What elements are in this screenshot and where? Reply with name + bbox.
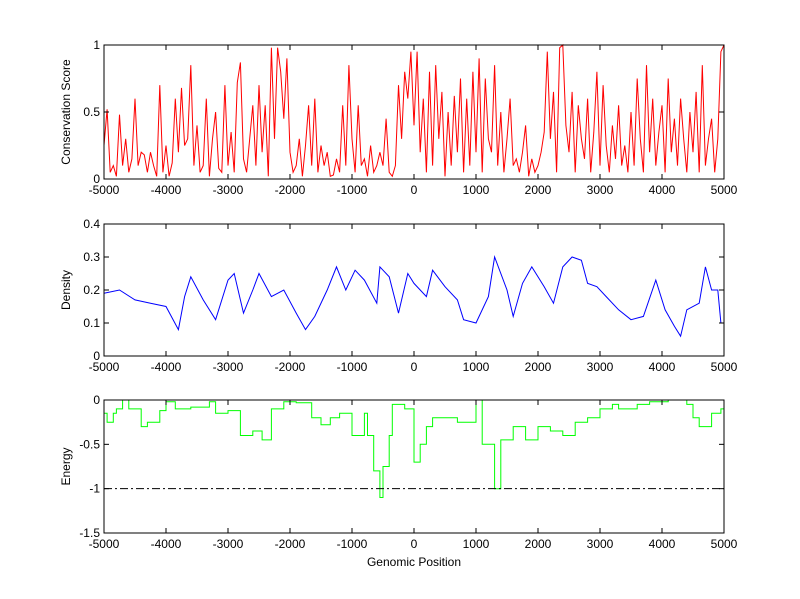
y-tick-label: 1	[93, 38, 100, 52]
y-tick-label: 0.3	[83, 250, 100, 264]
y-tick-label: -1.5	[79, 526, 100, 540]
x-tick-label: 0	[411, 183, 418, 197]
x-tick-label: 2000	[525, 183, 552, 197]
x-tick-label: -3000	[213, 183, 244, 197]
x-tick-label: 0	[411, 360, 418, 374]
x-tick-label: -3000	[213, 537, 244, 551]
x-tick-label: -3000	[213, 360, 244, 374]
x-tick-label: -5000	[89, 537, 120, 551]
x-tick-label: 5000	[711, 183, 738, 197]
y-axis-label: Conservation Score	[59, 59, 73, 165]
y-tick-label: 0	[93, 172, 100, 186]
subplot-3: -5000 -4000 -3000 -2000 -1000 0 1000 2000 3000 40…	[59, 393, 738, 569]
x-tick-label: -1000	[337, 537, 368, 551]
x-tick-label: 4000	[649, 360, 676, 374]
x-tick-label: -1000	[337, 183, 368, 197]
x-tick-label: 1000	[463, 537, 490, 551]
x-tick-label: 2000	[525, 537, 552, 551]
x-tick-label: 5000	[711, 537, 738, 551]
x-tick-label: 3000	[587, 537, 614, 551]
y-axis-label: Energy	[59, 447, 73, 485]
y-tick-label: -0.5	[79, 437, 100, 451]
x-tick-label: 3000	[587, 360, 614, 374]
x-tick-label: 4000	[649, 537, 676, 551]
y-tick-label: 0	[93, 349, 100, 363]
x-tick-label: 5000	[711, 360, 738, 374]
y-tick-label: 0.4	[83, 217, 100, 231]
x-tick-label: -2000	[275, 537, 306, 551]
x-tick-label: -4000	[151, 537, 182, 551]
x-tick-label: -2000	[275, 360, 306, 374]
y-tick-label: 0.2	[83, 283, 100, 297]
x-axis-label: Genomic Position	[367, 555, 461, 569]
x-tick-label: -4000	[151, 360, 182, 374]
data-series-line	[103, 255, 724, 338]
x-tick-label: 3000	[587, 183, 614, 197]
x-tick-label: 4000	[649, 183, 676, 197]
x-tick-label: 2000	[525, 360, 552, 374]
y-tick-label: 0	[93, 393, 100, 407]
y-tick-label: 0.1	[83, 316, 100, 330]
x-tick-label: -2000	[275, 183, 306, 197]
x-tick-label: 1000	[463, 183, 490, 197]
y-tick-label: -1	[89, 482, 100, 496]
x-tick-label: -4000	[151, 183, 182, 197]
y-axis-label: Density	[59, 270, 73, 310]
x-tick-label: -1000	[337, 360, 368, 374]
x-tick-label: -5000	[89, 183, 120, 197]
y-tick-label: 0.5	[83, 105, 100, 119]
x-tick-label: 1000	[463, 360, 490, 374]
data-series-line	[103, 43, 725, 178]
subplot-1: -5000 -4000 -3000 -2000 -1000 0 1000 2000 3000 40…	[59, 38, 738, 197]
subplot-2: -5000 -4000 -3000 -2000 -1000 0 1000 2000 3000 40…	[59, 217, 738, 374]
x-tick-label: -5000	[89, 360, 120, 374]
x-tick-label: 0	[411, 537, 418, 551]
data-series-line	[104, 399, 724, 498]
